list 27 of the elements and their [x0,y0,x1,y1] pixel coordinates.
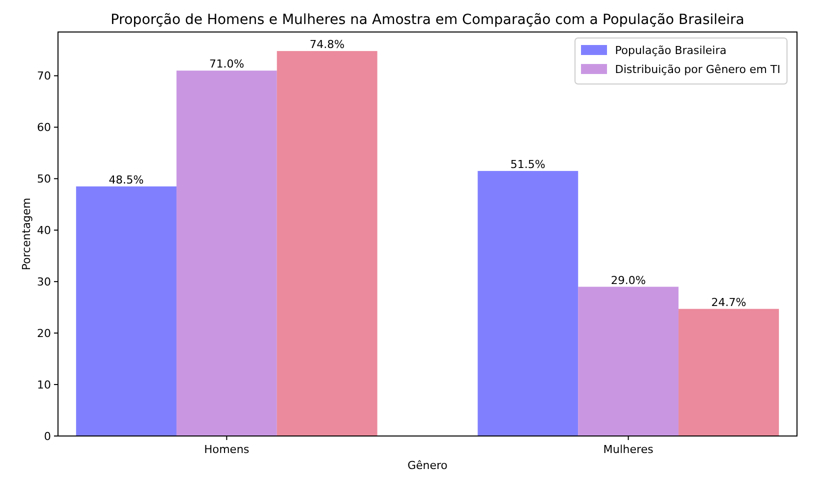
legend-label: Distribuição por Gênero em TI [615,62,780,76]
data-label: 24.7% [711,296,746,309]
y-tick-label: 50 [37,172,51,186]
y-axis-title: Porcentagem [20,198,33,270]
x-axis-title: Gênero [407,459,448,472]
y-tick-label: 60 [37,121,51,134]
bar [76,186,176,436]
data-label: 74.8% [310,38,345,52]
x-tick-label: Mulheres [603,443,654,456]
y-tick-label: 40 [37,224,51,237]
bar [578,286,679,436]
chart-title: Proporção de Homens e Mulheres na Amostra em Comparação com a População Brasileira [110,12,744,28]
data-label: 29.0% [610,274,646,287]
y-tick-label: 20 [37,326,51,340]
legend-label: População Brasileira [615,44,726,57]
data-label: 48.5% [108,173,144,186]
y-tick-label: 30 [37,275,51,288]
bar [176,70,277,436]
data-label: 51.5% [510,158,546,171]
x-tick-label: Homens [204,443,250,456]
bar [276,51,378,436]
y-tick-label: 0 [44,430,51,443]
y-tick-label: 10 [37,378,51,392]
y-tick-label: 70 [37,70,51,83]
data-label: 71.0% [209,58,244,71]
bar [678,308,779,436]
bar [478,170,578,436]
